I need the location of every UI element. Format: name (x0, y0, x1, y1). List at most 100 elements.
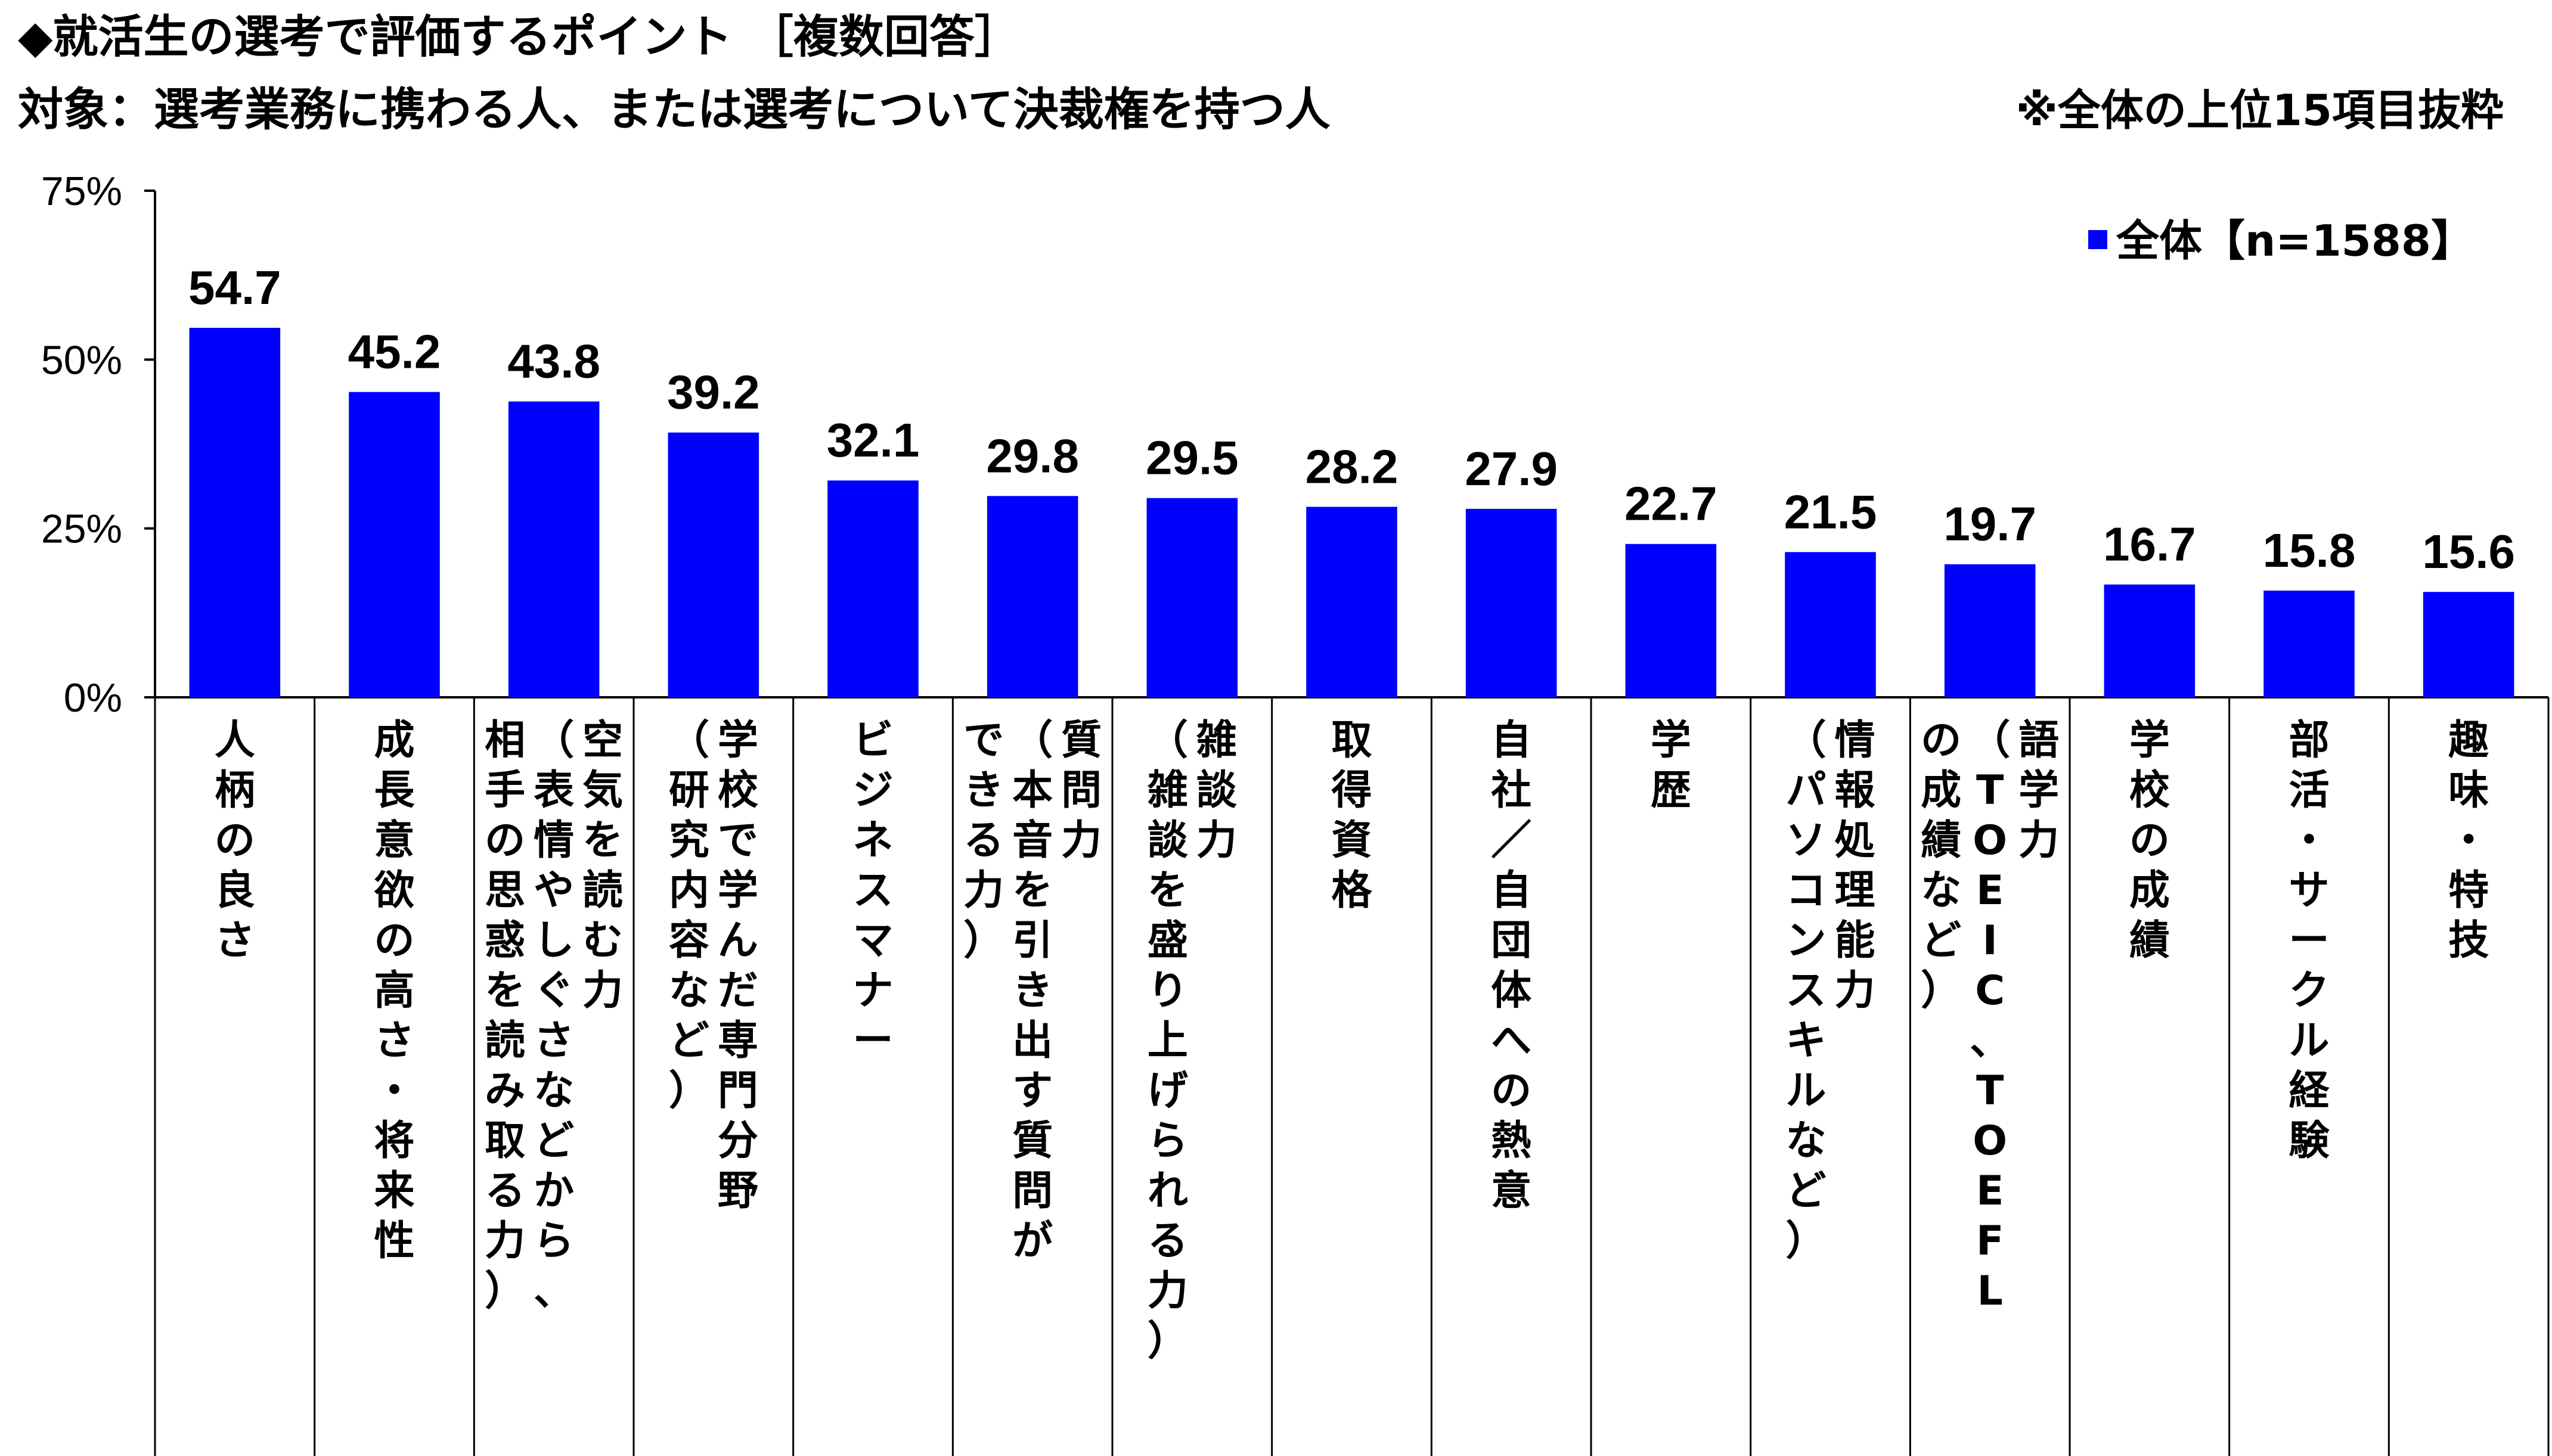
x-tick-label: （ (1012, 717, 1053, 764)
x-tick-label: 力 (582, 967, 623, 1014)
x-tick-label: 引 (1012, 917, 1053, 964)
x-tick-label: サ (2289, 867, 2329, 914)
x-tick-label: な (534, 1067, 574, 1114)
x-tick-label: 問 (1061, 767, 1102, 814)
x-tick-label: 特 (2448, 867, 2489, 914)
x-tick-label: F (1976, 1218, 2004, 1265)
x-tick-label: 出 (1012, 1017, 1053, 1064)
x-tick-label: 読 (485, 1017, 525, 1064)
x-tick-label: C (1975, 967, 2005, 1014)
x-tick-label: 力 (1061, 817, 1102, 864)
x-tick-label: ス (852, 867, 893, 914)
x-tick-label: 容 (669, 917, 709, 964)
x-tick-label: き (963, 767, 1004, 814)
bar (987, 496, 1078, 697)
x-tick-label: ル (1785, 1067, 1826, 1114)
value-label: 19.7 (1943, 498, 2036, 551)
x-tick-label: T (1976, 1067, 2004, 1114)
chart-title: ◆就活生の選考で評価するポイント ［複数回答］ (18, 10, 1020, 63)
x-tick-label: 体 (1491, 967, 1531, 1014)
axes: 0% 25% 50% 75% (41, 169, 2550, 1456)
x-tick-label: 自 (1491, 867, 1531, 914)
x-tick-label: 理 (1834, 867, 1875, 914)
bar (2263, 590, 2355, 697)
legend-label: 全体【n=1588】 (2116, 216, 2474, 266)
x-tick-label: 力 (963, 867, 1004, 914)
x-tick-label: 性 (374, 1218, 414, 1265)
x-tick-label: ／ (1491, 817, 1531, 864)
x-tick-label: 手 (485, 767, 525, 814)
value-label: 21.5 (1784, 485, 1877, 538)
x-tick-label: キ (1785, 1017, 1826, 1064)
x-tick-label: 長 (374, 767, 415, 814)
x-tick-label: 将 (374, 1117, 414, 1165)
x-tick-label: E (1976, 867, 2004, 914)
x-tick-label: を (485, 967, 525, 1014)
x-tick-label: 情 (1834, 717, 1875, 764)
x-tick-label: ・ (374, 1067, 414, 1114)
x-tick-label: 験 (2289, 1117, 2330, 1165)
x-tick-label: 成 (2129, 867, 2170, 914)
x-tick-label: L (1977, 1268, 2002, 1315)
x-tick-label: 力 (1834, 967, 1875, 1014)
y-tick-label: 0% (64, 675, 122, 721)
x-tick-label: を (1148, 867, 1188, 914)
x-tick-label: 空 (582, 717, 623, 764)
bar (1625, 544, 1717, 697)
x-tick-label: コ (1785, 867, 1826, 914)
x-tick-label: ど (534, 1117, 574, 1165)
x-tick-label: へ (1491, 1017, 1531, 1064)
x-tick-label: ） (485, 1268, 525, 1315)
legend-swatch (2088, 230, 2107, 249)
x-tick-label: ぐ (534, 967, 574, 1014)
x-tick-label: 資 (1331, 817, 1372, 864)
x-tick-label: の (374, 917, 414, 964)
x-tick-label: ら (534, 1218, 574, 1265)
x-tick-label: ） (1921, 967, 1961, 1014)
x-tick-label: 自 (1491, 717, 1531, 764)
x-tick-label: 取 (1331, 717, 1372, 764)
x-tick-label: ス (1785, 967, 1826, 1014)
x-tick-label: 学 (1651, 717, 1691, 764)
x-tick-label: ・ (2448, 817, 2489, 864)
x-tick-label: げ (1148, 1067, 1188, 1114)
x-tick-label: 、 (1970, 1017, 2010, 1064)
x-tick-label: 思 (485, 867, 525, 914)
x-tick-label: 味 (2448, 767, 2489, 814)
x-tick-label: の (2129, 817, 2170, 864)
x-tick-label: 質 (1061, 717, 1102, 764)
x-tick-label: る (485, 1168, 525, 1215)
bar (189, 328, 281, 697)
x-tick-label: 人 (215, 717, 255, 764)
x-tick-label: 気 (582, 767, 623, 814)
x-tick-label: 歴 (1651, 767, 1691, 814)
x-tick-label: 高 (374, 967, 414, 1014)
x-tick-label: 語 (2018, 717, 2059, 764)
x-tick-label: O (1973, 1117, 2007, 1165)
x-tick-label: 力 (2018, 817, 2059, 864)
x-tick-label: ・ (2289, 817, 2329, 864)
x-tick-label: 分 (718, 1117, 758, 1165)
x-tick-label: O (1973, 817, 2007, 864)
x-tick-label: 熱 (1491, 1117, 1531, 1165)
x-tick-label: 、 (534, 1268, 574, 1315)
x-tick-label: 表 (534, 767, 574, 814)
x-tick-label: 質 (1012, 1117, 1053, 1165)
x-tick-label: （ (1970, 717, 2010, 764)
value-label: 45.2 (348, 325, 441, 378)
x-tick-label: 惑 (485, 917, 525, 964)
x-tick-label: 欲 (373, 867, 414, 914)
x-tick-label: 格 (1331, 867, 1372, 914)
x-tick-label: ジ (852, 767, 893, 814)
x-tick-label: 学 (2018, 767, 2059, 814)
value-label: 43.8 (507, 335, 600, 388)
x-tick-label: ソ (1785, 817, 1826, 864)
bar (2104, 584, 2196, 697)
x-tick-label: 学 (718, 717, 758, 764)
x-tick-label: 力 (1148, 1268, 1188, 1315)
x-tick-label: 取 (485, 1117, 525, 1165)
x-tick-label: ン (1785, 917, 1826, 964)
value-label: 32.1 (827, 414, 920, 467)
x-tick-label: ） (1785, 1218, 1826, 1265)
